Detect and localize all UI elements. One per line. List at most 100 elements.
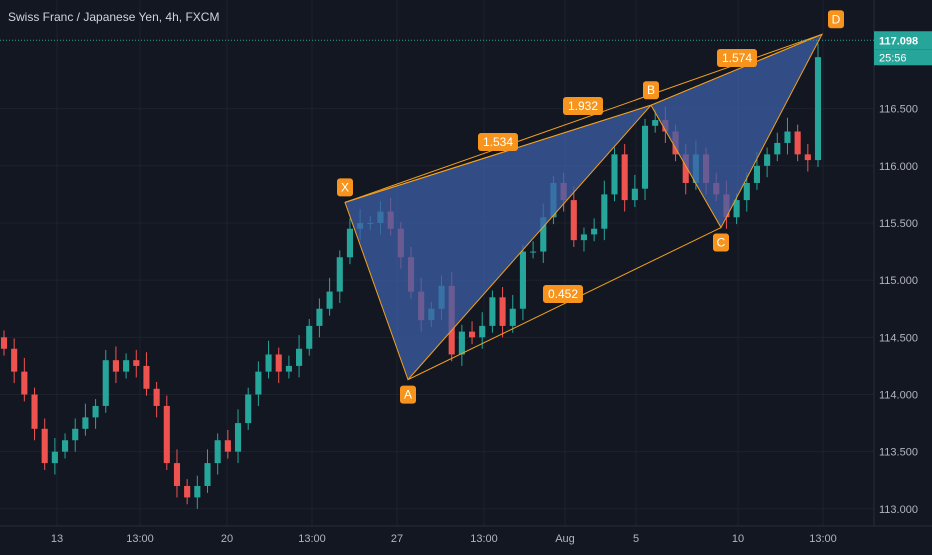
point-label-box [337, 178, 353, 197]
point-label-box [828, 10, 844, 29]
candle-body [153, 388, 160, 406]
candle-body [255, 371, 262, 395]
candle-body [774, 142, 781, 155]
price-tick-label: 114.500 [879, 332, 918, 344]
candle-body [41, 428, 48, 464]
candle-body [509, 308, 516, 326]
candle-body [184, 485, 191, 498]
point-label-box [400, 385, 416, 404]
time-tick-label: 20 [221, 533, 233, 545]
candle-body [133, 360, 140, 366]
candle-body [652, 120, 659, 126]
price-axis-bg [874, 0, 932, 550]
price-tick-label: 115.000 [879, 275, 918, 287]
candle-body [173, 463, 181, 486]
candle-body [285, 365, 292, 372]
harmonic-pattern: X A B C D 1.534 1.932 1.574 0.452 [337, 10, 844, 404]
candle-body [733, 200, 740, 218]
candle-body [743, 182, 750, 201]
point-label-box [713, 233, 729, 252]
pattern-line-xb [344, 104, 652, 203]
point-label-x: X [341, 180, 349, 194]
time-tick-label: 13:00 [470, 533, 498, 545]
ratio-label-box [717, 49, 757, 67]
candle-body [794, 131, 801, 155]
candle-body [316, 308, 323, 326]
time-tick-label: 5 [633, 533, 639, 545]
candle-body [92, 405, 99, 418]
point-label-b: B [647, 83, 655, 97]
time-tick-label: 13:00 [126, 533, 154, 545]
candle-body [814, 57, 822, 161]
candle-body [499, 297, 506, 326]
candle-body [804, 154, 811, 161]
price-tick-label: 116.000 [879, 161, 918, 173]
chart-title: Swiss Franc / Japanese Yen, 4h, FXCM [8, 10, 220, 24]
ratio-label: 1.534 [483, 135, 513, 149]
candle-body [72, 428, 79, 441]
candle-body [123, 360, 130, 372]
point-label-a: A [404, 388, 412, 402]
candle-body [591, 228, 598, 235]
last-price-tag-bg [874, 31, 932, 50]
countdown-tag: 25:56 [879, 52, 907, 64]
candle-body [194, 485, 201, 498]
point-label-d: D [832, 12, 841, 26]
candle-body [306, 325, 313, 349]
candle-body [102, 360, 109, 406]
time-tick-label: 13:00 [298, 533, 326, 545]
candle-body [224, 440, 231, 452]
candle-body [51, 451, 58, 464]
candle-body [265, 354, 272, 372]
time-tick-label: 10 [732, 533, 744, 545]
candle-body [275, 354, 282, 372]
last-price-tag: 117.098 [879, 35, 918, 47]
candle-body [631, 188, 638, 201]
candle-body [0, 337, 8, 349]
candle-body [31, 394, 38, 429]
candle-body [682, 154, 689, 183]
candle-body [530, 251, 537, 253]
candle-body [296, 348, 303, 366]
candle-body [764, 154, 771, 166]
candle-body [163, 405, 170, 464]
candle-body [468, 331, 476, 338]
time-tick-label: Aug [555, 533, 575, 545]
point-label-box [643, 81, 659, 100]
ratio-label-box [543, 285, 583, 303]
price-tick-label: 113.500 [879, 447, 918, 459]
time-tick-label: 13:00 [809, 533, 837, 545]
pattern-line-ac [407, 227, 722, 381]
candle-body [621, 154, 628, 201]
price-tick-label: 115.500 [879, 218, 918, 230]
candle-body [519, 251, 526, 309]
candle-body [570, 200, 577, 241]
candle-body [784, 131, 791, 143]
price-tick-label: 116.500 [879, 104, 918, 116]
candle-body [112, 360, 119, 372]
time-tick-label: 27 [391, 533, 403, 545]
ratio-label-box [563, 97, 603, 115]
time-axis-bg [0, 526, 932, 550]
candle-body [82, 417, 89, 429]
candle-body [21, 371, 28, 395]
candle-body [641, 125, 649, 189]
ratio-label: 1.574 [722, 51, 752, 65]
candle-body [326, 291, 333, 309]
ratio-label: 0.452 [548, 287, 578, 301]
candle-body [489, 297, 496, 326]
point-label-c: C [717, 236, 726, 250]
candle-body [458, 331, 465, 355]
candle-body [214, 440, 221, 464]
candle-body [479, 325, 486, 338]
candle-body [245, 394, 252, 424]
candle-body [611, 154, 618, 195]
price-tick-label: 114.000 [879, 390, 918, 402]
ratio-label-box [478, 133, 518, 151]
candle-body [143, 365, 150, 389]
price-tick-label: 113.000 [879, 504, 918, 516]
pattern-line-bd [650, 33, 823, 106]
candle-body [336, 257, 343, 292]
